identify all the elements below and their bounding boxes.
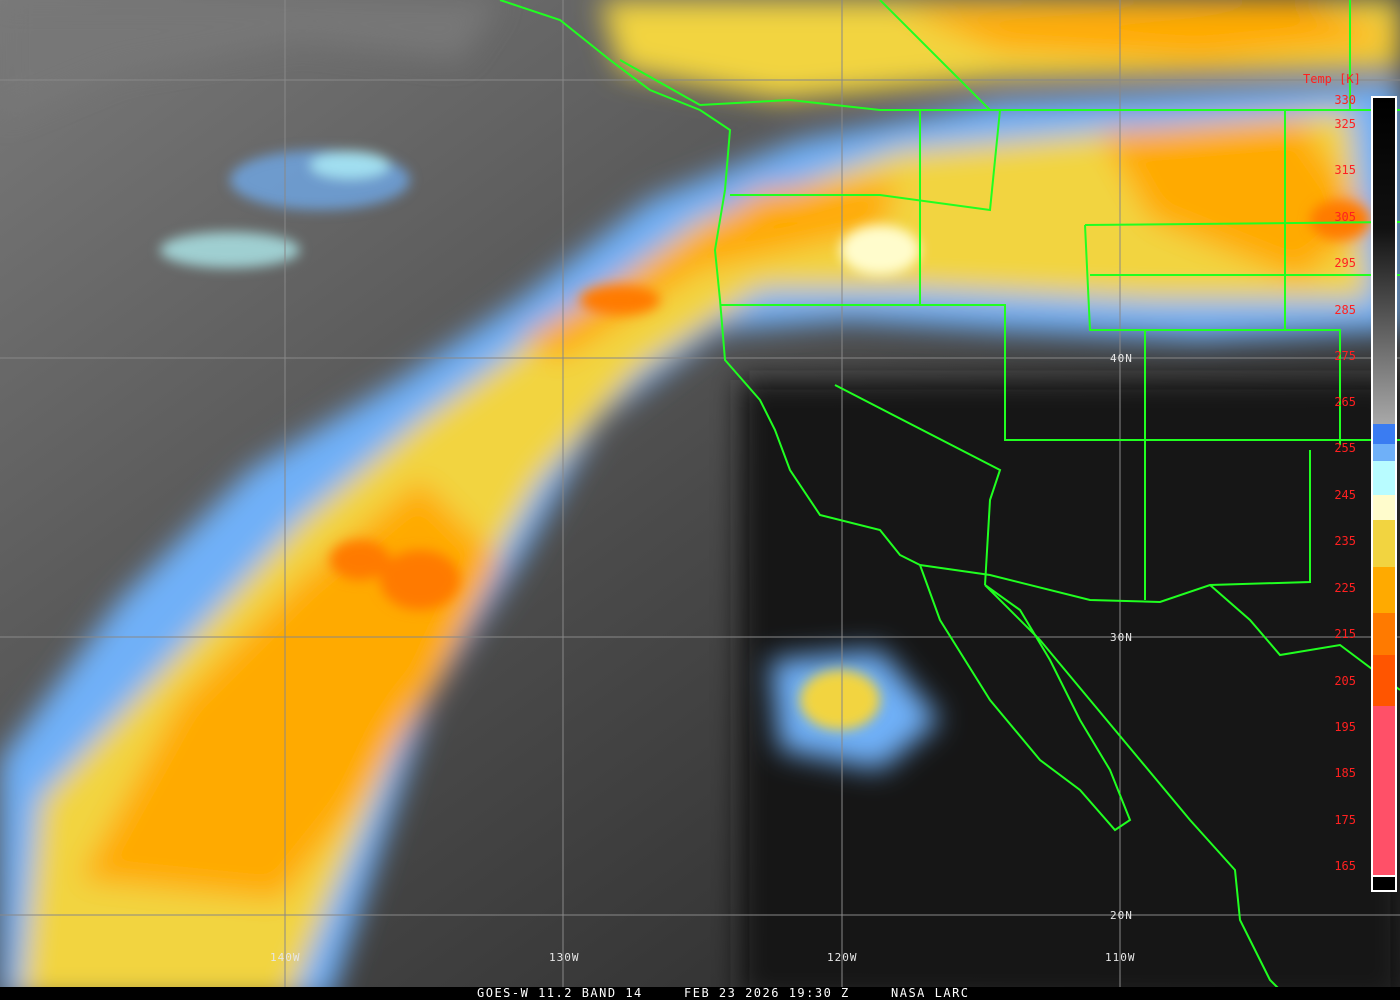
colorbar-tick-label: 295 (1334, 256, 1356, 270)
colorbar-tick-label: 275 (1334, 349, 1356, 363)
lat-label-30n: 30N (1110, 631, 1133, 644)
lat-label-40n: 40N (1110, 352, 1133, 365)
cold-cloud-tops (160, 150, 1370, 730)
lon-label-110w: 110W (1105, 951, 1136, 964)
colorbar-tick-label: 305 (1334, 210, 1356, 224)
colorbar-tick-label: 165 (1334, 859, 1356, 873)
colorbar-tick-label: 255 (1334, 441, 1356, 455)
colorbar-title: Temp [K] (1303, 72, 1361, 86)
colorbar-tick-label: 175 (1334, 813, 1356, 827)
lon-label-140w: 140W (270, 951, 301, 964)
lat-label-20n: 20N (1110, 909, 1133, 922)
caption-datetime: FEB 23 2026 19:30 Z (684, 986, 850, 1000)
temperature-colorbar (1371, 96, 1397, 892)
colorbar-light-blue-segment (1373, 444, 1395, 461)
colorbar-tick-label: 245 (1334, 488, 1356, 502)
colorbar-pink-segment (1373, 706, 1395, 875)
colorbar-cyan-segment (1373, 461, 1395, 495)
colorbar-tick-label: 285 (1334, 303, 1356, 317)
caption-credit: NASA LARC (891, 986, 970, 1000)
coastlines-and-borders (499, 0, 1400, 1000)
colorbar-tick-label: 315 (1334, 163, 1356, 177)
lon-label-120w: 120W (827, 951, 858, 964)
colorbar-tick-label: 185 (1334, 766, 1356, 780)
colorbar-orange-segment (1373, 567, 1395, 613)
colorbar-tick-label: 235 (1334, 534, 1356, 548)
colorbar-tick-label: 325 (1334, 117, 1356, 131)
colorbar-tick-label: 205 (1334, 674, 1356, 688)
colorbar-pale-yellow-segment (1373, 495, 1395, 520)
colorbar-tick-label: 215 (1334, 627, 1356, 641)
image-caption-bar: GOES-W 11.2 BAND 14 FEB 23 2026 19:30 Z … (0, 987, 1400, 1000)
colorbar-yellow-segment (1373, 520, 1395, 567)
colorbar-gray-segment (1373, 98, 1395, 424)
colorbar-tick-label: 330 (1334, 93, 1356, 107)
colorbar-tick-label: 195 (1334, 720, 1356, 734)
lon-label-130w: 130W (549, 951, 580, 964)
colorbar-tick-label: 265 (1334, 395, 1356, 409)
colorbar-red-orange-segment (1373, 655, 1395, 706)
colorbar-blue-segment (1373, 424, 1395, 444)
colorbar-dark-orange-segment (1373, 613, 1395, 655)
colorbar-tick-label: 225 (1334, 581, 1356, 595)
caption-satellite: GOES-W 11.2 BAND 14 (477, 986, 643, 1000)
colorbar-black-segment (1373, 877, 1395, 890)
